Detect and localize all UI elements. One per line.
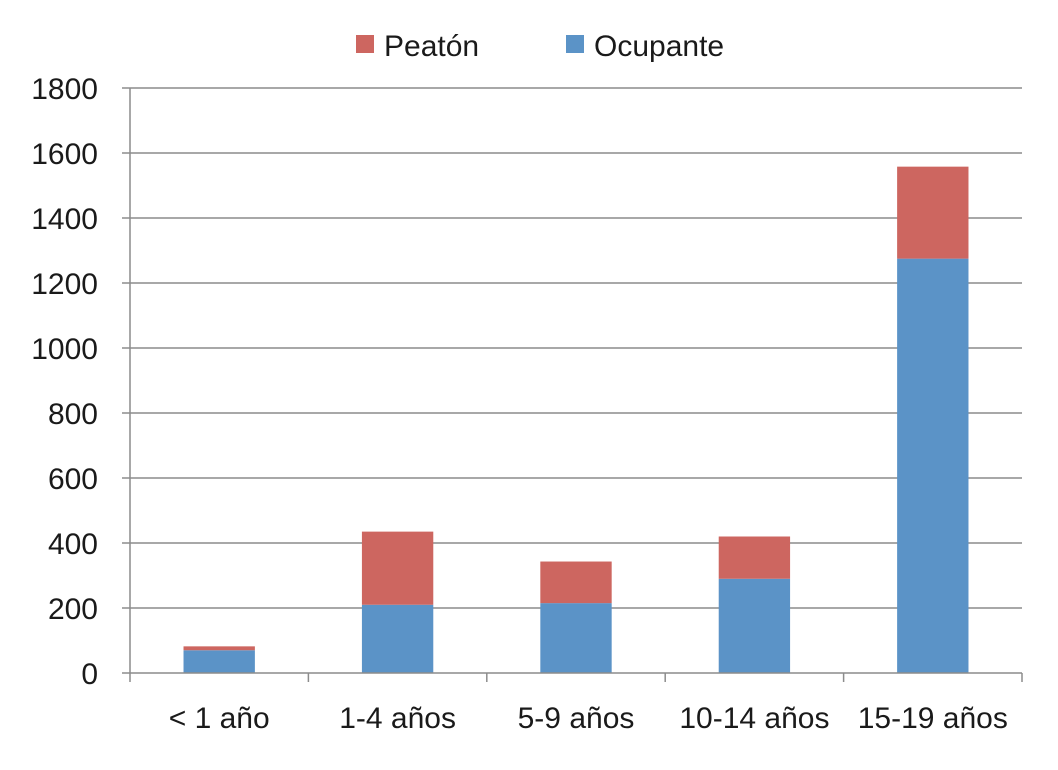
legend-swatch-peat-n [356, 35, 374, 53]
bar-peat-n-1-a-o [183, 646, 255, 651]
y-tick-label: 1200 [31, 268, 98, 301]
x-tick-label: 15-19 años [858, 702, 1008, 735]
y-tick-label: 1600 [31, 138, 98, 171]
y-tick-label: 600 [48, 463, 98, 496]
bar-ocupante-1-a-o [183, 650, 255, 673]
bar-peat-n-5-9-a-os [540, 561, 612, 604]
y-tick-label: 0 [81, 658, 98, 691]
bar-ocupante-1-4-a-os [361, 604, 434, 673]
legend: Peatón Ocupante [356, 30, 724, 63]
x-axis-ticks: < 1 año 1-4 años 5-9 años 10-14 años 15-19 a… [129, 673, 1023, 735]
bars [183, 166, 969, 673]
y-tick-label: 800 [48, 398, 98, 431]
bar-peat-n-1-4-a-os [361, 531, 434, 605]
y-tick-label: 400 [48, 528, 98, 561]
bar-ocupante-5-9-a-os [540, 603, 612, 673]
axes [129, 88, 1022, 674]
y-tick-label: 1400 [31, 203, 98, 236]
legend-label-peat-n: Peatón [384, 30, 479, 63]
x-tick-label: 10-14 años [679, 702, 829, 735]
y-axis-ticks: 0 200 400 600 800 1000 1200 1400 1600 1800 [31, 73, 130, 691]
x-tick-label: 1-4 años [339, 702, 456, 735]
y-tick-label: 200 [48, 593, 98, 626]
gridlines [130, 87, 1022, 609]
x-tick-label: 5-9 años [518, 702, 635, 735]
y-tick-label: 1800 [31, 73, 98, 106]
legend-swatch-ocupante [566, 35, 584, 53]
bar-ocupante-15-19-a-os [897, 258, 969, 673]
bar-ocupante-10-14-a-os [718, 578, 791, 673]
y-tick-label: 1000 [31, 333, 98, 366]
legend-label-ocupante: Ocupante [594, 30, 724, 63]
bar-peat-n-10-14-a-os [718, 536, 791, 579]
x-tick-label: < 1 año [169, 702, 270, 735]
bar-peat-n-15-19-a-os [897, 166, 969, 259]
